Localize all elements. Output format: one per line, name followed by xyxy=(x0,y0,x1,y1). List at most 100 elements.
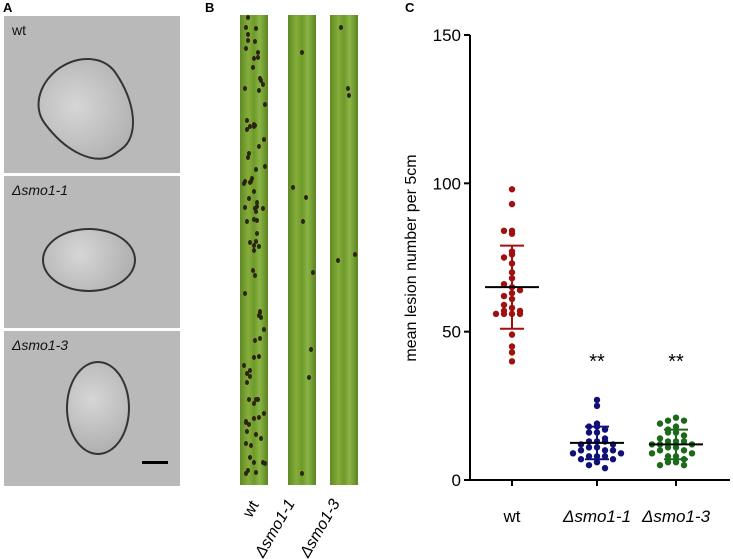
lesion xyxy=(248,239,253,245)
conidium xyxy=(66,361,130,455)
lesion xyxy=(306,374,311,380)
lesion xyxy=(245,38,250,44)
lesion xyxy=(249,176,254,182)
y-tick-label: 150 xyxy=(433,26,461,45)
lesion xyxy=(263,164,267,170)
lesion xyxy=(244,127,249,133)
data-point xyxy=(593,396,601,404)
lesion xyxy=(256,244,261,250)
lesion xyxy=(244,117,249,123)
lesion xyxy=(252,272,257,278)
leaf-smo1-1 xyxy=(288,15,316,485)
lesion xyxy=(346,85,351,91)
lesion xyxy=(261,206,266,212)
lesion xyxy=(247,151,252,157)
lesion xyxy=(255,54,260,60)
data-point xyxy=(664,438,672,445)
panel-b-label: B xyxy=(205,0,215,15)
panel-c-label: C xyxy=(405,0,415,15)
data-point xyxy=(569,450,577,457)
lesion xyxy=(336,257,341,263)
data-point xyxy=(617,450,625,457)
lesion xyxy=(245,32,250,38)
data-point xyxy=(601,426,609,433)
data-point xyxy=(680,417,688,424)
lesion xyxy=(249,442,254,448)
lesion xyxy=(346,92,351,98)
lesion xyxy=(291,184,296,190)
panel-a-label: A xyxy=(3,0,13,15)
scale-bar xyxy=(142,461,168,464)
data-point xyxy=(508,200,516,208)
data-point xyxy=(601,453,609,460)
lesion xyxy=(243,441,248,447)
lesion xyxy=(247,397,252,403)
micrograph-label: Δsmo1-3 xyxy=(12,337,69,353)
lesion xyxy=(254,203,259,209)
lesion xyxy=(244,379,249,385)
data-point xyxy=(688,450,696,457)
data-point xyxy=(680,447,688,454)
lesion xyxy=(252,123,257,129)
lesion xyxy=(247,367,252,373)
x-tick-label: Δsmo1-1 xyxy=(562,507,631,526)
conidium xyxy=(42,228,136,292)
data-point xyxy=(680,432,688,439)
x-tick-label: Δsmo1-3 xyxy=(641,507,711,526)
lesion xyxy=(252,38,257,44)
significance-label: ** xyxy=(668,351,684,373)
data-point xyxy=(648,450,656,457)
lesion xyxy=(259,435,264,441)
data-point xyxy=(672,459,680,466)
lesion xyxy=(243,24,248,30)
lesion xyxy=(245,370,250,376)
data-point xyxy=(500,254,508,261)
lesion xyxy=(246,196,251,202)
lesion xyxy=(243,204,248,210)
data-point xyxy=(508,186,516,193)
lesion xyxy=(299,49,304,55)
lesion xyxy=(245,468,250,474)
lesion xyxy=(248,374,253,380)
data-point xyxy=(585,453,593,460)
data-point xyxy=(656,435,664,442)
y-tick-label: 50 xyxy=(442,323,461,342)
lesion xyxy=(251,217,256,223)
lesion xyxy=(243,420,248,426)
lesion xyxy=(255,199,260,205)
lesion xyxy=(253,470,258,476)
lesion xyxy=(304,195,309,201)
data-point xyxy=(672,423,680,430)
lesion xyxy=(254,239,259,245)
lesion xyxy=(261,326,266,332)
data-point xyxy=(609,447,617,454)
lesion xyxy=(250,65,255,71)
data-point xyxy=(508,230,516,237)
lesion xyxy=(259,77,264,83)
data-point xyxy=(500,310,508,318)
data-point xyxy=(672,414,680,421)
lesion xyxy=(300,470,305,476)
lesion xyxy=(256,415,261,420)
micrograph-label: Δsmo1-1 xyxy=(12,182,69,198)
data-point xyxy=(585,429,593,436)
lesion xyxy=(257,335,262,341)
data-point xyxy=(601,464,609,472)
lesion xyxy=(246,154,251,160)
lesion xyxy=(263,102,268,107)
lesion xyxy=(253,397,258,403)
lesion xyxy=(245,15,250,21)
data-point xyxy=(516,286,524,294)
data-point xyxy=(656,420,664,427)
data-point xyxy=(508,349,516,356)
data-point xyxy=(492,310,500,318)
data-point xyxy=(656,461,664,469)
y-tick-label: 0 xyxy=(452,471,461,490)
data-point xyxy=(500,281,508,288)
lesion xyxy=(256,144,261,150)
lesion xyxy=(251,243,256,249)
lesion xyxy=(256,312,261,318)
lesion xyxy=(254,217,259,223)
